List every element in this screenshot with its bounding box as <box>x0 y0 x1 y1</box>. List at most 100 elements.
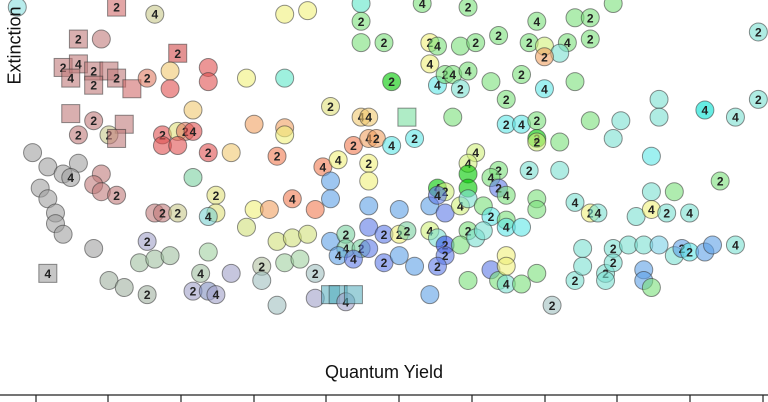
data-point-label-162: 4 <box>686 207 693 221</box>
data-point-label-135: 2 <box>113 189 120 203</box>
data-point-158 <box>588 203 608 223</box>
data-point-label-30: 2 <box>587 33 594 47</box>
data-point-label-2: 4 <box>151 8 158 22</box>
data-point-label-121: 2 <box>526 164 533 178</box>
data-point-209 <box>191 263 211 283</box>
data-point-237 <box>496 256 516 276</box>
data-point-44 <box>275 68 295 88</box>
data-point-246 <box>603 253 623 273</box>
data-point-210 <box>198 242 218 262</box>
data-point-label-60: 2 <box>90 114 97 128</box>
data-point-label-242: 2 <box>572 274 579 288</box>
data-point-142 <box>259 199 279 219</box>
data-point-label-160: 4 <box>648 203 655 217</box>
data-point-74 <box>611 111 631 131</box>
data-point-label-226: 4 <box>335 249 342 263</box>
data-point-201 <box>725 235 745 255</box>
data-point-41 <box>160 79 180 99</box>
data-point-62 <box>183 100 203 120</box>
data-point-132 <box>710 171 730 191</box>
data-point-label-90: 2 <box>274 150 281 164</box>
data-point-65 <box>321 97 341 116</box>
data-point-label-233: 2 <box>434 260 441 274</box>
data-point-label-46: 4 <box>426 57 433 71</box>
data-point-label-8: 2 <box>465 1 472 15</box>
data-point-22 <box>427 36 447 56</box>
data-point-label-198: 2 <box>686 246 693 260</box>
data-point-37 <box>61 68 81 88</box>
data-point-label-65: 2 <box>327 100 334 114</box>
data-point-label-58: 2 <box>503 93 510 107</box>
data-point-label-81: 2 <box>159 128 166 142</box>
data-point-label-28: 4 <box>564 36 571 50</box>
data-point-240 <box>527 263 547 283</box>
data-point-label-137: 2 <box>159 207 166 221</box>
data-point-label-50: 4 <box>465 65 472 79</box>
data-point-69 <box>443 107 463 127</box>
data-point-label-158: 4 <box>595 207 602 221</box>
data-point-label-51: 2 <box>457 82 464 96</box>
data-point-161 <box>657 203 677 223</box>
data-point-16 <box>168 43 188 63</box>
data-point-239 <box>512 274 532 294</box>
data-point-label-7: 4 <box>419 0 426 11</box>
data-point-56 <box>649 89 669 109</box>
data-point-195 <box>649 235 669 255</box>
data-point-label-183: 2 <box>442 238 449 252</box>
data-point-label-40: 2 <box>144 72 151 86</box>
data-point-label-31: 2 <box>541 50 548 64</box>
data-point-label-94: 4 <box>388 139 395 153</box>
data-point-label-11: 2 <box>587 11 594 25</box>
data-point-label-22: 4 <box>434 40 441 54</box>
data-point-52 <box>481 72 501 92</box>
data-point-55 <box>565 72 585 92</box>
data-point-9 <box>527 11 547 31</box>
x-axis <box>0 394 768 402</box>
data-point-1 <box>107 0 127 17</box>
data-point-98 <box>527 132 547 152</box>
data-point-67 <box>359 107 379 127</box>
data-point-228 <box>359 239 379 258</box>
data-point-214 <box>221 263 241 283</box>
data-point-label-167: 4 <box>205 210 212 224</box>
data-point-label-98: 2 <box>533 136 540 150</box>
data-point-24 <box>466 33 486 53</box>
data-point-234 <box>458 270 478 290</box>
data-point-label-57: 2 <box>755 93 762 107</box>
y-axis-label: Extinction <box>4 6 25 85</box>
data-point-label-67: 4 <box>365 111 372 125</box>
data-point-label-113: 4 <box>335 153 342 167</box>
data-point-label-47: 4 <box>434 79 441 93</box>
data-point-200 <box>703 235 723 255</box>
data-point-label-213: 4 <box>213 288 220 302</box>
data-point-100 <box>603 128 623 148</box>
data-point-label-26: 2 <box>526 36 533 50</box>
data-point-14 <box>68 29 88 49</box>
data-point-111 <box>183 168 203 187</box>
data-point-label-138: 2 <box>174 207 181 221</box>
data-point-label-149: 4 <box>434 189 441 203</box>
data-point-38 <box>84 75 104 95</box>
data-point-218 <box>290 249 310 269</box>
data-point-233 <box>427 256 447 276</box>
data-point-label-1: 2 <box>113 1 120 15</box>
data-point-label-209: 4 <box>197 267 204 281</box>
data-point-59 <box>61 104 81 124</box>
data-point-249 <box>641 278 661 298</box>
data-point-label-143: 4 <box>289 192 296 206</box>
data-point-label-132: 2 <box>717 175 724 189</box>
data-point-167 <box>198 207 218 227</box>
data-point-label-227: 4 <box>350 253 357 267</box>
data-point-191 <box>573 239 593 258</box>
data-point-label-54: 4 <box>541 82 548 96</box>
data-point-73 <box>580 111 600 131</box>
data-point-208 <box>137 285 157 305</box>
data-point-68 <box>397 107 417 127</box>
data-point-60 <box>84 111 104 131</box>
data-point-86 <box>168 136 188 156</box>
data-point-102 <box>23 143 43 163</box>
data-point-156 <box>527 199 547 219</box>
data-point-label-215: 2 <box>258 260 265 274</box>
data-point-label-24: 2 <box>472 36 479 50</box>
